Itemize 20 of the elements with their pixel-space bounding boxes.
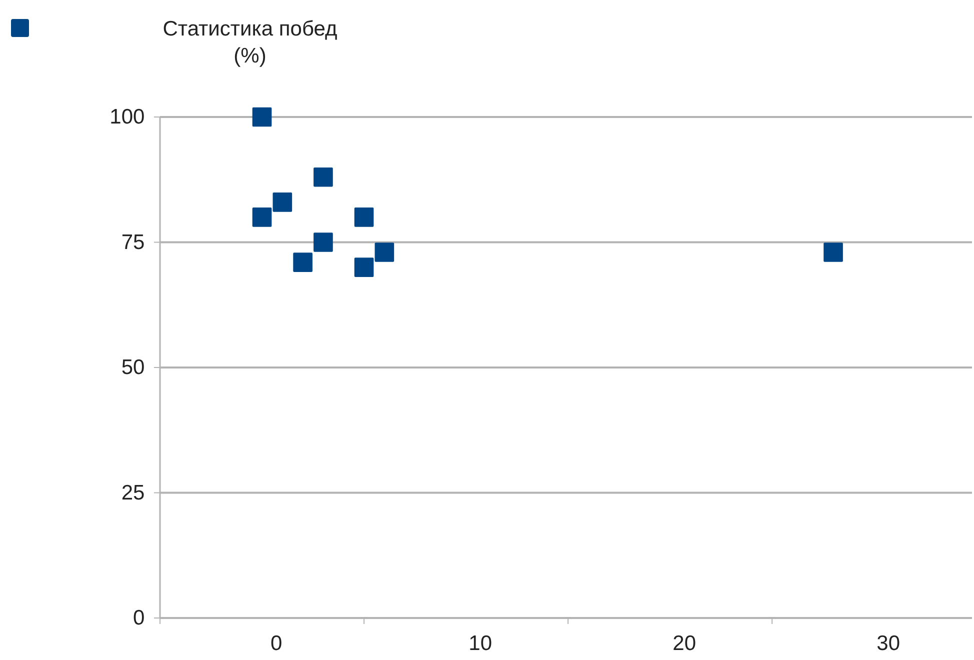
x-tick-label: 20	[672, 632, 696, 656]
x-tick-label: 30	[876, 632, 900, 656]
point	[272, 192, 292, 212]
text: Статистика побед (%)	[162, 17, 338, 68]
point	[314, 167, 333, 187]
y-tick-label: 0	[133, 606, 145, 630]
point	[374, 242, 394, 262]
x-tick-label: 0	[270, 632, 282, 656]
point	[252, 107, 272, 127]
point	[354, 258, 374, 277]
y-tick-label: 25	[121, 481, 145, 504]
y-tick-label: 100	[110, 106, 145, 129]
point	[293, 252, 312, 272]
point	[252, 208, 272, 227]
point	[314, 232, 333, 252]
y-tick-label: 50	[121, 356, 145, 380]
point	[354, 208, 374, 227]
x-tick-label: 10	[468, 632, 492, 656]
point	[824, 242, 843, 262]
y-tick-label: 75	[121, 230, 145, 254]
